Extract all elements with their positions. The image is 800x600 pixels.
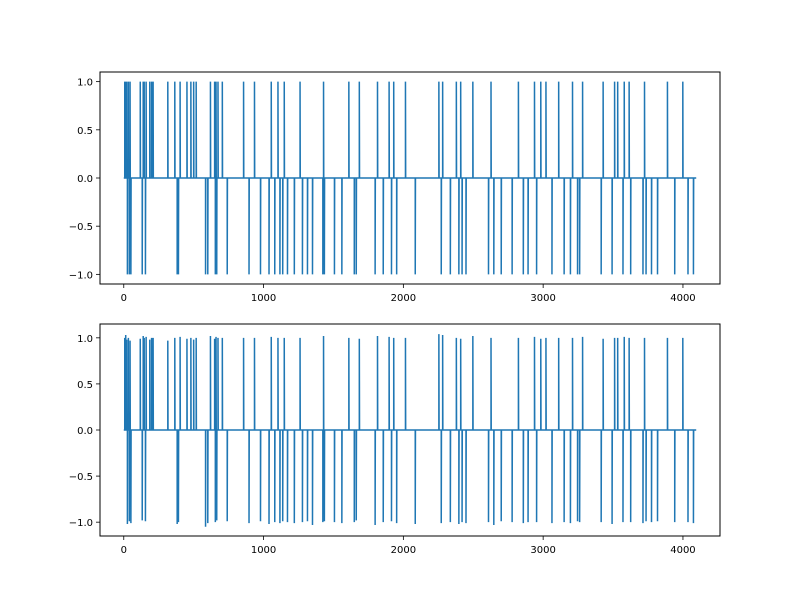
x-tick-label: 1000: [251, 545, 276, 556]
y-tick-label: 0.0: [77, 426, 93, 437]
x-tick-label: 4000: [670, 293, 695, 304]
series-line: [123, 334, 697, 527]
y-tick-label: 0.0: [77, 174, 93, 185]
x-tick-label: 0: [121, 545, 127, 556]
y-tick-label: 1.0: [77, 334, 93, 345]
x-tick-label: 3000: [530, 545, 555, 556]
y-tick-label: −0.5: [69, 472, 93, 483]
x-tick-label: 0: [121, 293, 127, 304]
x-tick-label: 3000: [530, 293, 555, 304]
series-line: [123, 81, 697, 275]
x-tick-label: 2000: [391, 293, 416, 304]
y-tick-label: 0.5: [77, 126, 93, 137]
y-tick-label: −1.0: [69, 518, 93, 529]
y-tick-label: 0.5: [77, 380, 93, 391]
y-tick-label: −1.0: [69, 270, 93, 281]
subplot-bottom: 0 1000 2000 3000 4000 −1.0 −0.5 0.0 0.5 1.0: [69, 323, 721, 556]
subplot-top: 0 1000 2000 3000 4000 −1.0 −0.5 0.0 0.5 1.0: [69, 71, 721, 304]
x-tick-label: 4000: [670, 545, 695, 556]
x-tick-label: 2000: [391, 545, 416, 556]
x-tick-label: 1000: [251, 293, 276, 304]
y-tick-label: 1.0: [77, 78, 93, 89]
y-tick-label: −0.5: [69, 222, 93, 233]
